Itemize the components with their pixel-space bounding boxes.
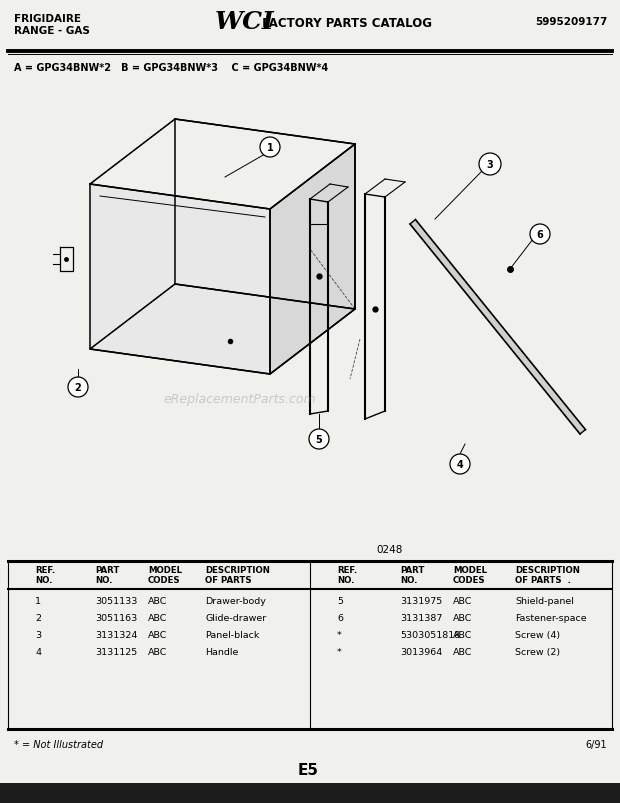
Text: 3051133: 3051133 xyxy=(95,597,138,605)
Circle shape xyxy=(450,454,470,475)
Text: ABC: ABC xyxy=(148,630,167,639)
Text: 6: 6 xyxy=(537,230,543,240)
Circle shape xyxy=(530,225,550,245)
Text: 0248: 0248 xyxy=(377,544,403,554)
Text: 5995209177: 5995209177 xyxy=(536,17,608,27)
Polygon shape xyxy=(90,185,270,374)
Text: A = GPG34BNW*2   B = GPG34BNW*3    C = GPG34BNW*4: A = GPG34BNW*2 B = GPG34BNW*3 C = GPG34B… xyxy=(14,63,328,73)
Circle shape xyxy=(68,377,88,397)
Polygon shape xyxy=(410,220,585,434)
Text: MODEL
CODES: MODEL CODES xyxy=(453,565,487,585)
Text: 3131324: 3131324 xyxy=(95,630,138,639)
Text: FACTORY PARTS CATALOG: FACTORY PARTS CATALOG xyxy=(258,17,432,30)
Text: ABC: ABC xyxy=(148,613,167,622)
Text: Screw (4): Screw (4) xyxy=(515,630,560,639)
Text: E5: E5 xyxy=(298,762,319,777)
Circle shape xyxy=(309,430,329,450)
Text: Handle: Handle xyxy=(205,647,238,656)
Text: Fastener-space: Fastener-space xyxy=(515,613,587,622)
Text: REF.
NO.: REF. NO. xyxy=(337,565,357,585)
Text: *: * xyxy=(337,630,342,639)
Text: 4: 4 xyxy=(35,647,41,656)
Text: *: * xyxy=(337,647,342,656)
Text: WCI: WCI xyxy=(215,10,275,34)
Text: 3013964: 3013964 xyxy=(400,647,442,656)
FancyBboxPatch shape xyxy=(0,783,620,803)
Text: ABC: ABC xyxy=(148,597,167,605)
Text: 3131975: 3131975 xyxy=(400,597,442,605)
Text: ABC: ABC xyxy=(453,613,472,622)
Text: Glide-drawer: Glide-drawer xyxy=(205,613,266,622)
Text: Panel-black: Panel-black xyxy=(205,630,259,639)
Text: PART
NO.: PART NO. xyxy=(400,565,424,585)
Text: ABC: ABC xyxy=(453,597,472,605)
Text: * = Not Illustrated: * = Not Illustrated xyxy=(14,739,103,749)
Text: 3051163: 3051163 xyxy=(95,613,137,622)
Text: 3131387: 3131387 xyxy=(400,613,443,622)
Text: 6: 6 xyxy=(337,613,343,622)
Circle shape xyxy=(479,154,501,176)
Text: MODEL
CODES: MODEL CODES xyxy=(148,565,182,585)
Text: 3: 3 xyxy=(35,630,41,639)
Polygon shape xyxy=(270,145,355,374)
Text: 4: 4 xyxy=(456,459,463,470)
Text: 2: 2 xyxy=(74,382,81,393)
Circle shape xyxy=(260,138,280,158)
Text: 1: 1 xyxy=(267,143,273,153)
Text: 6/91: 6/91 xyxy=(585,739,607,749)
Text: RANGE - GAS: RANGE - GAS xyxy=(14,26,90,36)
Text: 5: 5 xyxy=(337,597,343,605)
Text: ABC: ABC xyxy=(453,630,472,639)
Text: PART
NO.: PART NO. xyxy=(95,565,120,585)
Text: Drawer-body: Drawer-body xyxy=(205,597,266,605)
Text: ABC: ABC xyxy=(148,647,167,656)
Text: 5: 5 xyxy=(316,434,322,444)
Text: 5303051818: 5303051818 xyxy=(400,630,460,639)
Text: Shield-panel: Shield-panel xyxy=(515,597,574,605)
Text: Screw (2): Screw (2) xyxy=(515,647,560,656)
Text: 3: 3 xyxy=(487,160,494,169)
Text: FRIGIDAIRE: FRIGIDAIRE xyxy=(14,14,81,24)
Text: 1: 1 xyxy=(35,597,41,605)
Text: DESCRIPTION
OF PARTS: DESCRIPTION OF PARTS xyxy=(205,565,270,585)
Text: REF.
NO.: REF. NO. xyxy=(35,565,55,585)
Text: ABC: ABC xyxy=(453,647,472,656)
Text: 2: 2 xyxy=(35,613,41,622)
Text: eReplacementParts.com: eReplacementParts.com xyxy=(164,393,316,406)
Text: 3131125: 3131125 xyxy=(95,647,137,656)
Text: DESCRIPTION
OF PARTS  .: DESCRIPTION OF PARTS . xyxy=(515,565,580,585)
